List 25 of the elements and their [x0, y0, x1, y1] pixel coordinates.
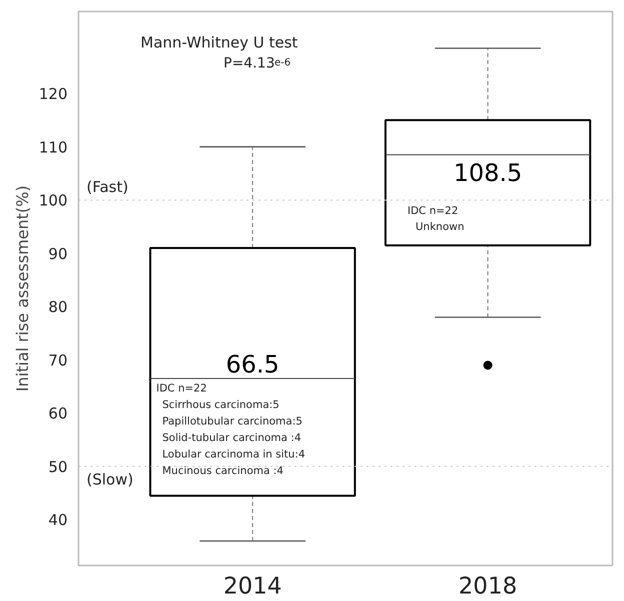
y-tick-label: 80	[48, 298, 68, 316]
annotation: Mucinous carcinoma :4	[162, 465, 284, 478]
annotation: Papillotubular carcinoma:5	[162, 416, 302, 428]
y-tick-label: 110	[38, 138, 68, 156]
annotation: IDC n=22	[407, 204, 458, 217]
y-tick-label: 90	[48, 244, 68, 263]
y-tick-label: 60	[48, 404, 68, 423]
annotation: 66.5	[226, 350, 280, 379]
x-tick-label: 2014	[223, 574, 282, 600]
annotation: 108.5	[453, 158, 522, 187]
annotation: Unknown	[415, 220, 464, 233]
annotation: Solid-tubular carcinoma :4	[162, 432, 302, 444]
y-tick-label: 120	[38, 85, 68, 104]
y-tick-label: 50	[48, 458, 68, 476]
annotation: Mann-Whitney U test	[140, 34, 298, 52]
y-tick-label: 40	[48, 511, 68, 530]
annotation: Scirrhous carcinoma:5	[162, 399, 280, 412]
ref-line-label: (Slow)	[86, 470, 134, 488]
x-tick-label: 2018	[458, 574, 518, 600]
y-axis-title: Initial rise assessment(%)	[12, 185, 32, 392]
ref-line-label: (Fast)	[86, 178, 128, 196]
y-tick-label: 100	[38, 192, 68, 210]
annotation: IDC n=22	[156, 382, 207, 395]
annotation: Lobular carcinoma in situ:4	[162, 448, 306, 461]
y-tick-label: 70	[48, 351, 68, 370]
